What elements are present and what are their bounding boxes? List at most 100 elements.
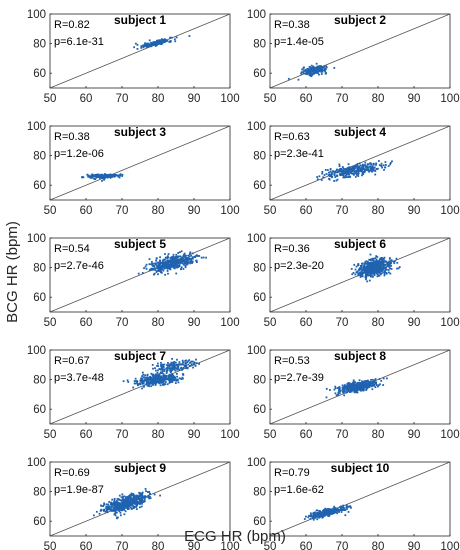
data-point: [150, 376, 152, 379]
data-point: [150, 263, 153, 266]
data-point: [167, 362, 169, 364]
data-point: [382, 384, 385, 386]
y-tick-label: 100: [247, 345, 266, 357]
data-point: [373, 257, 376, 260]
data-point: [170, 377, 173, 380]
data-point: [113, 175, 115, 178]
data-point: [379, 258, 381, 261]
data-point: [165, 262, 168, 265]
data-point: [163, 370, 166, 372]
data-point: [136, 381, 138, 384]
data-point: [355, 387, 358, 389]
data-point: [390, 268, 393, 270]
data-point: [308, 515, 311, 517]
data-point: [375, 168, 378, 170]
data-point: [391, 160, 393, 163]
y-tick-label: 80: [33, 375, 46, 387]
data-point: [358, 384, 361, 386]
x-tick-label: 60: [300, 429, 313, 441]
data-point: [121, 175, 123, 177]
data-point: [334, 170, 337, 173]
data-point: [325, 514, 327, 516]
data-point: [120, 496, 123, 499]
data-point: [348, 176, 350, 179]
data-point: [198, 255, 201, 257]
data-point: [338, 506, 341, 509]
data-point: [372, 259, 375, 262]
data-point: [363, 164, 366, 166]
data-point: [316, 67, 318, 70]
x-tick-label: 90: [188, 205, 201, 217]
data-point: [162, 380, 164, 382]
data-point: [129, 499, 131, 501]
data-point: [373, 273, 376, 275]
data-point: [135, 495, 138, 498]
data-point: [371, 270, 374, 272]
data-point: [140, 380, 142, 383]
data-point: [342, 172, 345, 175]
data-point: [362, 381, 365, 384]
data-point: [91, 173, 94, 176]
data-point: [356, 166, 359, 169]
data-point: [185, 258, 188, 261]
data-point: [164, 377, 167, 379]
data-point: [142, 373, 145, 376]
data-point: [115, 508, 118, 511]
data-point: [151, 263, 154, 266]
data-point: [371, 264, 374, 267]
data-point: [385, 272, 388, 275]
data-point: [374, 271, 377, 273]
data-point: [370, 263, 372, 266]
data-point: [359, 164, 362, 167]
data-point: [164, 39, 167, 41]
data-point: [387, 165, 390, 167]
data-point: [396, 261, 399, 264]
data-point: [313, 71, 316, 74]
data-point: [372, 163, 375, 166]
data-point: [344, 171, 347, 174]
y-tick-label: 100: [247, 457, 266, 469]
data-point: [356, 163, 359, 165]
data-point: [380, 260, 383, 263]
data-point: [192, 366, 194, 369]
data-point: [319, 68, 322, 71]
data-point: [108, 501, 111, 503]
data-point: [365, 260, 368, 263]
data-point: [333, 180, 336, 182]
data-point: [176, 375, 178, 378]
x-tick-label: 60: [300, 93, 313, 105]
data-point: [323, 515, 326, 517]
data-point: [370, 163, 373, 166]
x-tick-label: 90: [408, 93, 421, 105]
data-point: [355, 170, 357, 173]
data-point: [357, 388, 360, 391]
data-point: [114, 174, 117, 177]
data-point: [178, 255, 181, 258]
data-point: [133, 496, 136, 499]
data-point: [364, 168, 367, 171]
data-point: [349, 387, 352, 390]
data-point: [375, 260, 377, 263]
panel-title: subject 10: [331, 461, 390, 475]
data-point: [303, 69, 306, 72]
data-point: [371, 257, 374, 260]
y-tick-label: 100: [247, 9, 266, 21]
data-point: [344, 509, 347, 512]
data-point: [129, 496, 132, 499]
correlation-r-label: R=0.54: [54, 243, 90, 255]
correlation-r-label: R=0.69: [54, 467, 90, 479]
data-point: [117, 505, 120, 507]
data-point: [158, 40, 161, 42]
data-point: [151, 374, 154, 377]
data-point: [353, 389, 356, 391]
data-point: [320, 511, 323, 514]
data-point: [151, 268, 154, 271]
data-point: [315, 512, 318, 515]
data-point: [316, 65, 319, 68]
data-point: [371, 167, 374, 170]
x-tick-label: 50: [264, 541, 277, 550]
data-point: [339, 167, 341, 170]
data-point: [369, 383, 371, 386]
data-point: [101, 179, 103, 182]
data-point: [329, 389, 331, 391]
